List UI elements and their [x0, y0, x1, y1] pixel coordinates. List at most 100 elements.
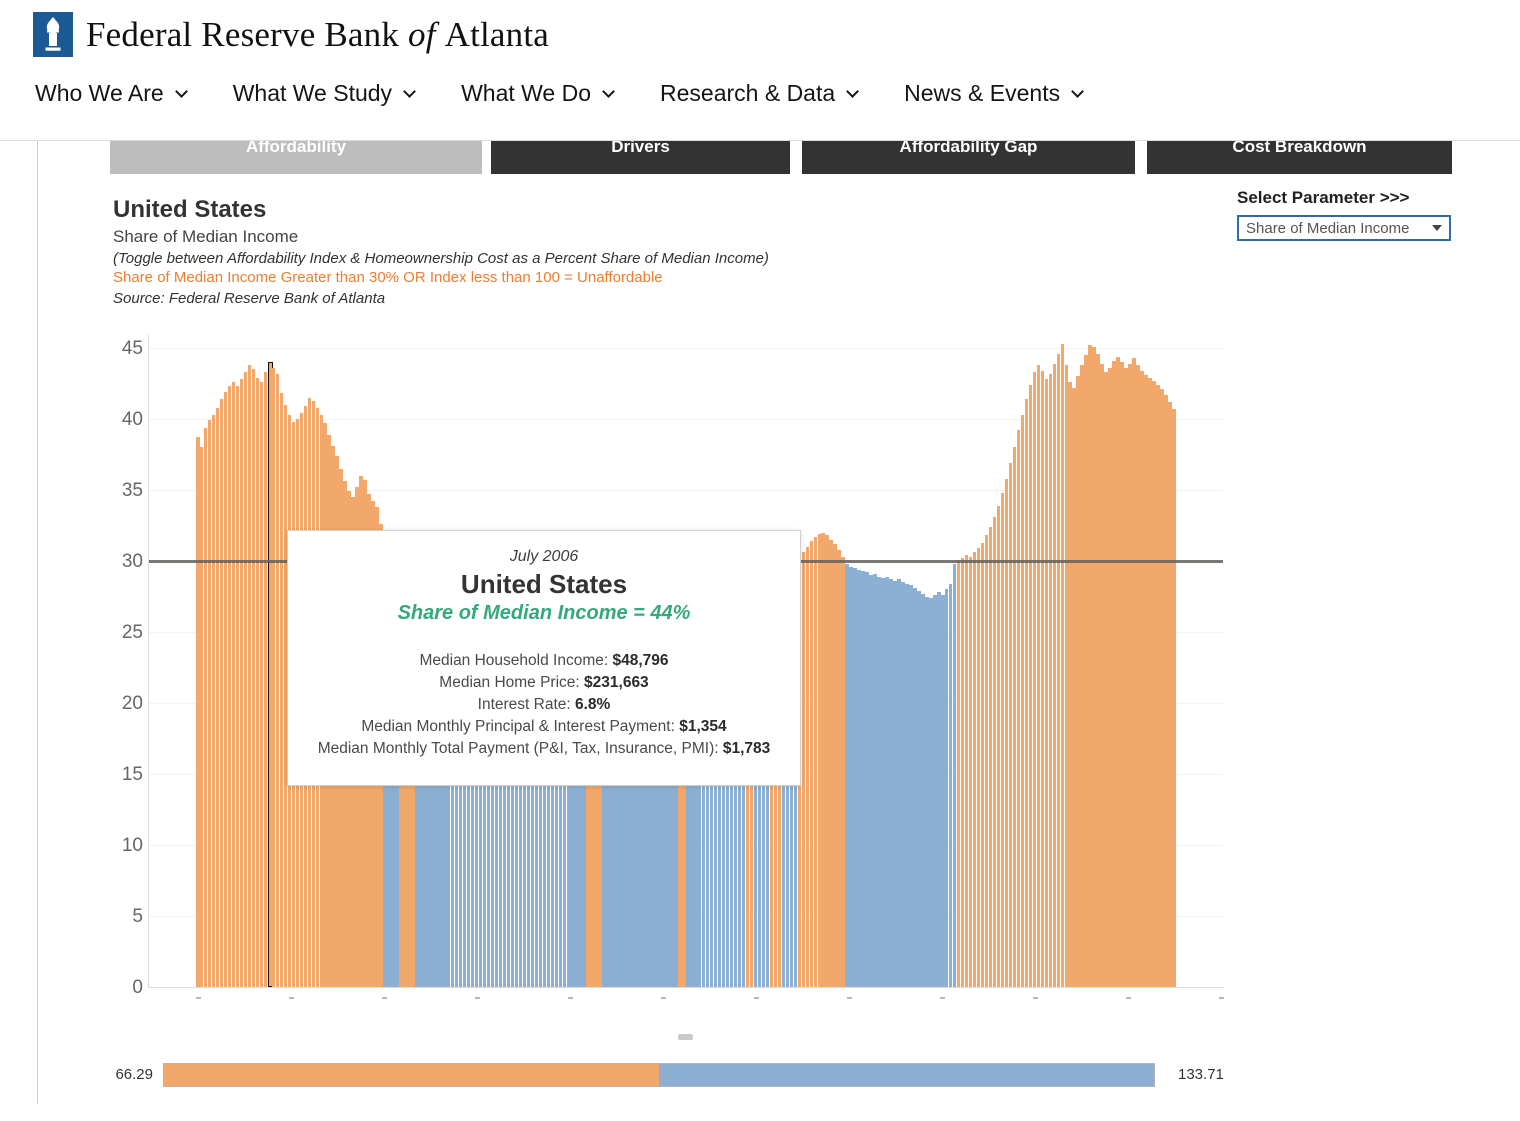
bar[interactable]: [968, 556, 973, 987]
bar[interactable]: [1028, 384, 1033, 987]
bar[interactable]: [1072, 387, 1076, 987]
bar[interactable]: [833, 543, 837, 987]
nav-item-news-events[interactable]: News & Events: [904, 80, 1084, 107]
bar[interactable]: [1048, 373, 1053, 987]
bar[interactable]: [885, 576, 889, 987]
bar[interactable]: [231, 382, 236, 987]
bar[interactable]: [1156, 384, 1160, 987]
bar[interactable]: [243, 372, 248, 987]
nav-item-who-we-are[interactable]: Who We Are: [35, 80, 188, 107]
bar[interactable]: [530, 593, 535, 987]
nav-item-what-we-study[interactable]: What We Study: [233, 80, 416, 107]
bar[interactable]: [972, 552, 977, 987]
bar[interactable]: [837, 549, 841, 987]
bar[interactable]: [526, 596, 531, 987]
bar[interactable]: [458, 595, 463, 987]
bar[interactable]: [1060, 343, 1065, 987]
bar[interactable]: [873, 573, 877, 987]
tab-cost-breakdown[interactable]: Cost Breakdown: [1147, 141, 1452, 174]
bar[interactable]: [1120, 362, 1124, 987]
bar[interactable]: [207, 420, 212, 987]
bar[interactable]: [809, 541, 814, 987]
bar[interactable]: [1004, 478, 1009, 987]
bar[interactable]: [227, 386, 232, 987]
bar[interactable]: [255, 377, 260, 987]
bar[interactable]: [988, 526, 993, 987]
bar[interactable]: [1012, 447, 1017, 987]
bar[interactable]: [490, 605, 495, 987]
bar[interactable]: [933, 595, 937, 987]
bar[interactable]: [1076, 376, 1080, 987]
bar[interactable]: [984, 535, 989, 987]
bar[interactable]: [1052, 363, 1057, 987]
index-range-slider[interactable]: [163, 1063, 1155, 1087]
bar[interactable]: [446, 590, 451, 987]
bar[interactable]: [486, 603, 491, 987]
bar[interactable]: [259, 382, 264, 987]
bar[interactable]: [1008, 463, 1013, 987]
bar[interactable]: [948, 583, 953, 987]
bar[interactable]: [865, 572, 869, 987]
bar[interactable]: [275, 373, 280, 987]
bar[interactable]: [223, 392, 228, 987]
bar[interactable]: [845, 563, 849, 987]
bar[interactable]: [466, 599, 471, 987]
bar[interactable]: [964, 555, 969, 987]
bar[interactable]: [913, 587, 917, 987]
bar[interactable]: [1020, 414, 1025, 987]
bar[interactable]: [203, 427, 208, 987]
bar[interactable]: [542, 585, 547, 987]
bar[interactable]: [925, 596, 929, 987]
bar[interactable]: [435, 586, 439, 987]
bar[interactable]: [960, 558, 965, 987]
bar[interactable]: [841, 556, 845, 987]
bar[interactable]: [462, 597, 467, 987]
bar[interactable]: [506, 603, 511, 987]
bar[interactable]: [1104, 372, 1108, 987]
bar[interactable]: [1000, 492, 1005, 987]
bar[interactable]: [538, 587, 543, 987]
bar[interactable]: [813, 536, 818, 987]
bar[interactable]: [921, 593, 925, 987]
bar[interactable]: [534, 590, 539, 987]
bar[interactable]: [1128, 363, 1132, 987]
bar[interactable]: [857, 569, 861, 987]
bar[interactable]: [889, 579, 893, 987]
bar[interactable]: [263, 372, 268, 987]
bar[interactable]: [478, 597, 483, 987]
bar[interactable]: [522, 599, 527, 987]
bar[interactable]: [821, 532, 825, 987]
bar[interactable]: [1108, 367, 1112, 987]
bar[interactable]: [450, 589, 455, 987]
bar[interactable]: [905, 583, 909, 987]
bar[interactable]: [1140, 370, 1144, 987]
bar[interactable]: [474, 595, 479, 987]
bar[interactable]: [992, 516, 997, 987]
bar[interactable]: [1160, 389, 1164, 987]
bar[interactable]: [1032, 372, 1037, 987]
bar[interactable]: [502, 600, 507, 987]
bar[interactable]: [1080, 365, 1084, 987]
tab-affordability-gap[interactable]: Affordability Gap: [802, 141, 1135, 174]
bar[interactable]: [849, 566, 853, 987]
tab-affordability[interactable]: Affordability: [110, 141, 482, 174]
bar[interactable]: [909, 585, 913, 987]
bar[interactable]: [239, 379, 244, 987]
bar[interactable]: [956, 559, 961, 987]
bar[interactable]: [980, 542, 985, 987]
bar[interactable]: [454, 592, 459, 987]
bar[interactable]: [518, 602, 523, 987]
bar[interactable]: [893, 580, 897, 987]
bar[interactable]: [196, 437, 200, 987]
bar[interactable]: [1056, 353, 1061, 987]
bar[interactable]: [494, 602, 499, 987]
bar[interactable]: [498, 599, 503, 987]
bar[interactable]: [470, 596, 475, 987]
bar[interactable]: [1124, 367, 1128, 987]
bar[interactable]: [1040, 370, 1045, 987]
bar[interactable]: [514, 605, 519, 987]
bar[interactable]: [1088, 345, 1092, 987]
bar[interactable]: [829, 539, 833, 987]
bar[interactable]: [801, 552, 806, 987]
bar[interactable]: [1172, 409, 1176, 987]
